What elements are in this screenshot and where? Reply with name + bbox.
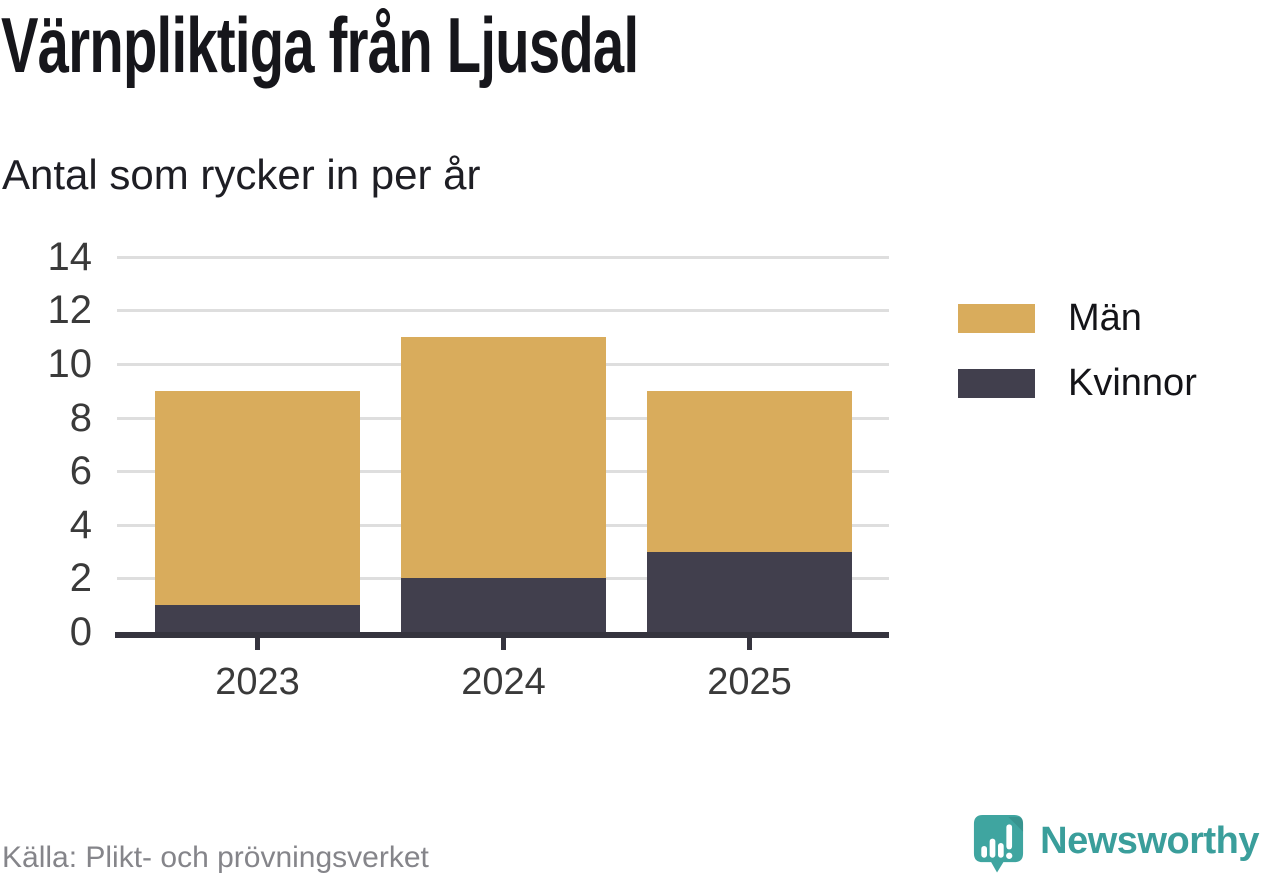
y-axis-label: 14 — [47, 234, 93, 279]
legend-swatch-män — [958, 303, 1035, 333]
bar-2024-män — [401, 337, 606, 579]
legend-item-kvinnor: Kvinnor — [958, 364, 1197, 402]
y-axis-label: 10 — [47, 342, 93, 386]
legend-swatch-kvinnor — [958, 368, 1035, 398]
x-axis-tick-2024 — [501, 638, 506, 650]
legend-label: Män — [1068, 297, 1142, 339]
y-axis-label: 2 — [69, 556, 92, 601]
source-caption: Källa: Plikt- och prövningsverket — [2, 841, 429, 874]
bar-2023-män — [155, 390, 360, 606]
bar-2025-kvinnor — [647, 551, 852, 632]
bar-2025-män — [647, 390, 852, 552]
x-axis-tick-2025 — [747, 638, 752, 650]
legend-label: Kvinnor — [1068, 362, 1197, 404]
newsworthy-brand-text: Newsworthy — [1040, 820, 1259, 862]
chart-subtitle: Antal som rycker in per år — [2, 151, 481, 198]
y-axis-label: 12 — [47, 288, 93, 333]
y-axis-label: 0 — [69, 610, 92, 654]
x-axis-label: 2024 — [461, 661, 546, 703]
gridline-y14 — [117, 255, 889, 259]
y-axis-label: 8 — [69, 395, 92, 440]
legend: Män Kvinnor — [958, 299, 1197, 429]
x-axis-tick-2023 — [255, 638, 260, 650]
newsworthy-logo-icon — [970, 813, 1027, 875]
x-axis-line — [115, 632, 889, 638]
gridline-y12 — [117, 309, 889, 313]
legend-item-män: Män — [958, 299, 1197, 337]
x-axis-label: 2023 — [215, 661, 300, 703]
y-axis-label: 4 — [69, 502, 92, 547]
newsworthy-logo: Newsworthy — [970, 812, 1259, 876]
x-axis-label: 2025 — [707, 661, 792, 703]
bar-2023-kvinnor — [155, 605, 360, 632]
chart-title: Värnpliktiga från Ljusdal — [1, 1, 639, 89]
bar-2024-kvinnor — [401, 578, 606, 632]
y-axis-label: 6 — [69, 449, 92, 494]
